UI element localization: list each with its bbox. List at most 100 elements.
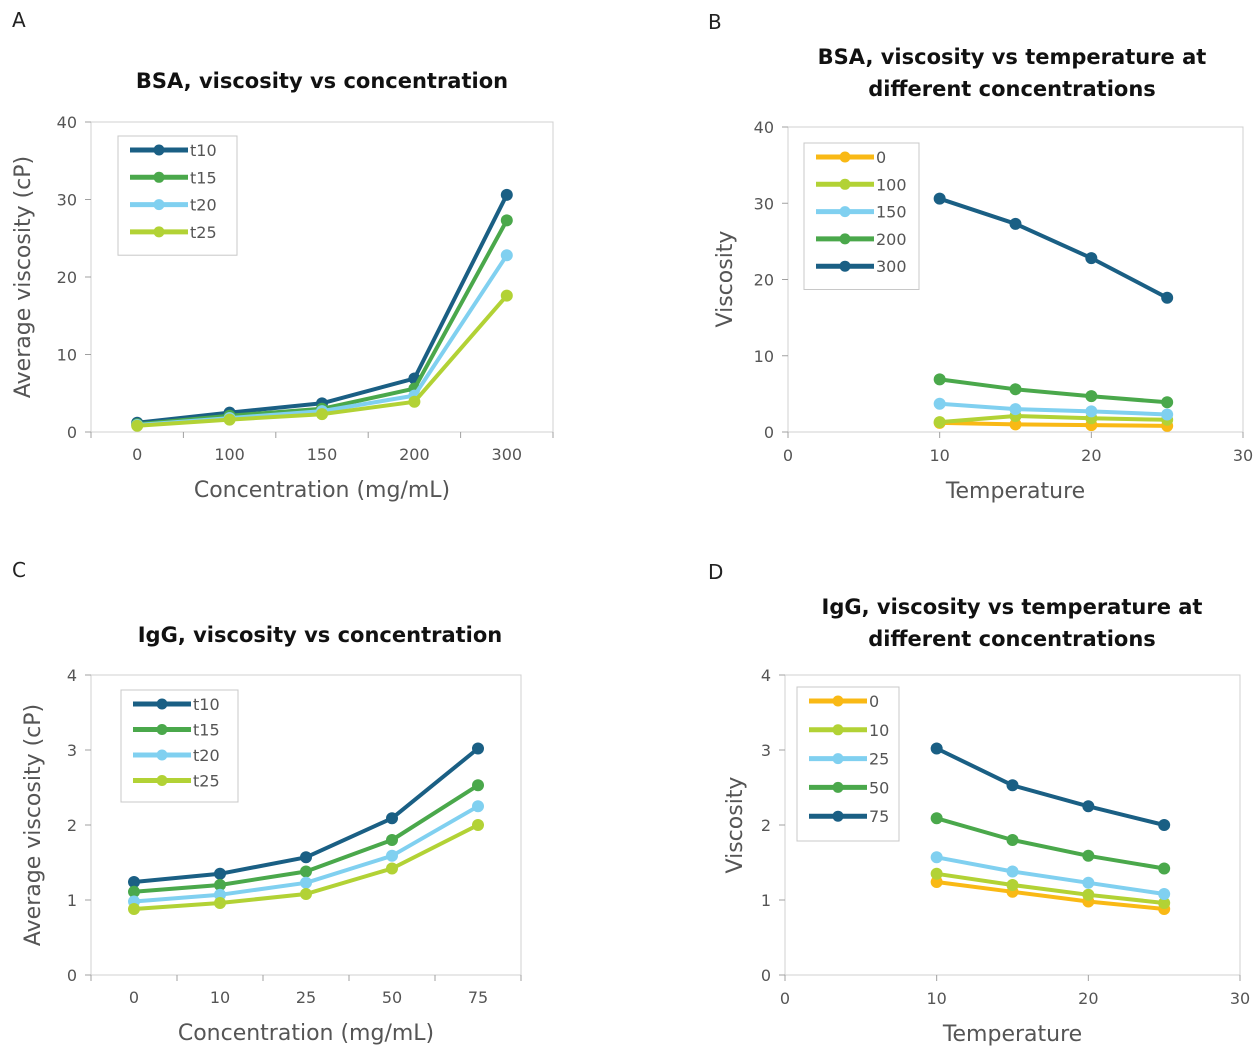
legend-label: t15 [193,721,220,740]
chart-title: BSA, viscosity vs temperature at [818,45,1207,69]
x-tick-label: 30 [1233,446,1253,465]
x-tick-label: 50 [382,988,402,1007]
data-point [408,395,421,408]
legend-label: t20 [190,196,217,215]
legend-swatch-marker [832,724,844,736]
series-line [934,880,1167,911]
chart-title: different concentrations [868,77,1156,101]
legend-label: t10 [193,695,220,714]
legend-label: 50 [869,778,889,797]
legend-swatch-marker [156,724,168,735]
data-point [930,867,943,880]
data-point [500,188,513,201]
x-tick-label: 30 [1230,989,1250,1008]
series-0 [930,876,1171,915]
data-point [316,408,328,421]
series-line [934,816,1167,871]
data-point [386,812,398,825]
legend-label: 25 [869,750,889,769]
y-tick-label: 1 [761,891,771,910]
data-point [214,879,226,891]
data-point [1085,390,1098,403]
y-tick-label: 4 [67,666,77,685]
data-point [933,192,946,205]
legend-swatch-marker [156,698,168,710]
series-300 [933,192,1174,304]
series-25 [930,851,1171,900]
legend-label: t15 [190,168,217,187]
data-point [1161,396,1174,409]
data-point [300,865,312,878]
y-tick-label: 1 [67,891,77,910]
data-point [472,800,484,813]
data-point [472,819,484,831]
x-tick-label: 25 [296,988,316,1007]
data-point [1009,217,1022,230]
legend-label: 0 [876,148,886,167]
series-t25 [128,819,484,915]
legend: t10 t15 t20 t25 [117,135,238,256]
chart-title: IgG, viscosity vs temperature at [822,595,1203,619]
y-axis-label: Viscosity [723,777,748,874]
y-tick-label: 3 [761,741,771,760]
series-t15 [128,779,484,898]
data-point [1158,819,1171,831]
x-axis-label: Temperature [945,479,1085,504]
data-point [214,888,226,901]
series-t20 [128,800,484,908]
y-tick-label: 30 [57,191,77,210]
x-tick-label: 0 [129,988,139,1007]
panel-letter-b: B [708,10,722,34]
data-point [300,876,312,889]
legend-swatch-marker [832,781,844,793]
legend-swatch-marker [156,775,168,786]
data-point [930,742,943,755]
y-tick-label: 0 [764,423,774,442]
chart-panel-a: BSA, viscosity vs concentration 0 10 20 30 40… [11,69,554,503]
chart-title: BSA, viscosity vs concentration [136,69,508,93]
data-point [1158,862,1171,875]
data-point [1082,888,1095,901]
data-point [1009,418,1022,431]
series-line [937,401,1170,417]
data-point [500,249,513,262]
chart-title: different concentrations [868,627,1156,651]
chart-panel-b: BSA, viscosity vs temperature at differen… [713,45,1253,504]
data-point [1161,291,1174,304]
legend-swatch-marker [839,260,851,272]
y-axis-label: Average viscosity (cP) [21,704,46,946]
x-tick-label: 0 [783,446,793,465]
legend-swatch-marker [832,753,844,765]
y-tick-label: 3 [67,741,77,760]
series-line [937,414,1170,425]
legend-label: t25 [190,223,217,242]
data-point [386,834,398,846]
x-tick-label: 300 [492,445,523,464]
data-point [930,876,943,888]
data-point [472,779,484,792]
data-point [386,862,398,875]
x-tick-label: 75 [468,988,488,1007]
legend-swatch-marker [839,151,851,163]
series-t10 [128,742,484,888]
x-tick-label: 200 [399,445,430,464]
data-point [128,885,140,898]
y-tick-label: 0 [67,966,77,985]
y-axis-label: Viscosity [713,231,738,328]
data-point [1161,408,1174,421]
y-tick-label: 0 [761,966,771,985]
data-point [128,903,140,915]
series-line [934,746,1167,827]
data-point [214,897,226,909]
y-tick-label: 40 [57,113,77,132]
x-tick-label: 10 [210,988,230,1007]
legend-label: 75 [869,807,889,826]
data-point [930,851,943,864]
y-tick-label: 2 [67,816,77,835]
data-point [1082,800,1095,813]
data-point [1009,383,1022,396]
legend-swatch-marker [832,810,844,822]
data-point [500,289,513,302]
data-point [1158,897,1171,909]
series-line [934,871,1167,905]
